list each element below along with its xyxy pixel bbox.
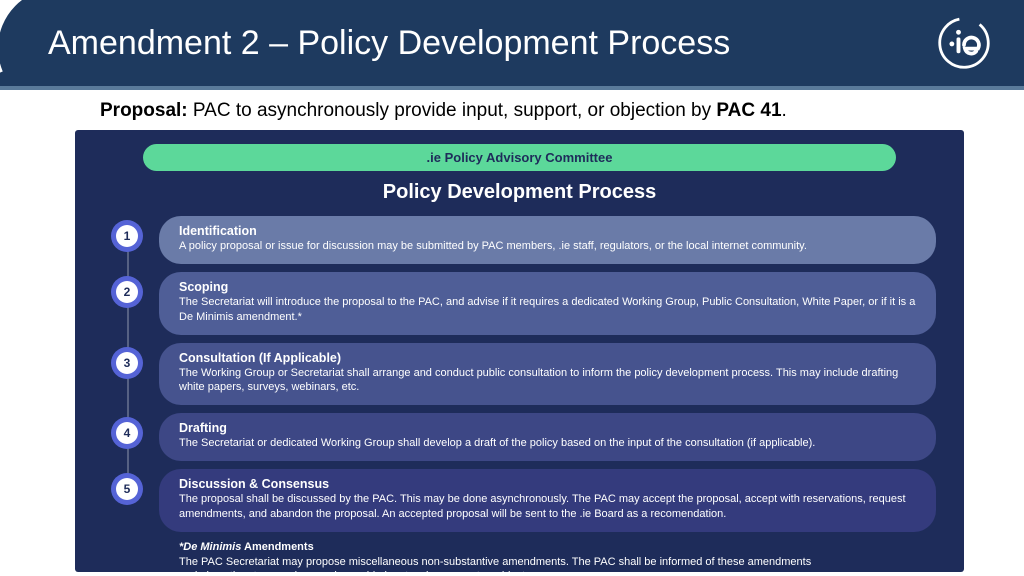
panel-title: Policy Development Process [103, 181, 936, 204]
footnote-body: The PAC Secretariat may propose miscella… [179, 556, 811, 572]
slide-header: Amendment 2 – Policy Development Process [0, 0, 1024, 90]
step-2: 2ScopingThe Secretariat will introduce t… [159, 272, 936, 335]
footnote-title-em: *De Minimis [179, 541, 241, 553]
step-number: 5 [116, 478, 138, 500]
proposal-text: PAC to asynchronously provide input, sup… [188, 100, 717, 121]
step-circle: 2 [111, 276, 143, 308]
process-panel: .ie Policy Advisory Committee Policy Dev… [75, 130, 964, 572]
proposal-bold-tail: PAC 41 [716, 100, 781, 121]
step-title: Identification [179, 224, 916, 238]
proposal-period: . [782, 100, 787, 121]
committee-pill: .ie Policy Advisory Committee [143, 144, 896, 171]
step-circle: 4 [111, 417, 143, 449]
step-body: Discussion & ConsensusThe proposal shall… [159, 469, 936, 532]
step-3: 3Consultation (If Applicable)The Working… [159, 343, 936, 406]
proposal-line: Proposal: PAC to asynchronously provide … [0, 90, 1024, 126]
step-body: DraftingThe Secretariat or dedicated Wor… [159, 413, 936, 461]
ie-logo [934, 13, 994, 73]
step-title: Consultation (If Applicable) [179, 351, 916, 365]
slide-title: Amendment 2 – Policy Development Process [48, 24, 730, 63]
step-desc: A policy proposal or issue for discussio… [179, 239, 916, 254]
step-number: 4 [116, 422, 138, 444]
step-circle: 3 [111, 347, 143, 379]
step-4: 4DraftingThe Secretariat or dedicated Wo… [159, 413, 936, 461]
step-desc: The proposal shall be discussed by the P… [179, 492, 916, 522]
step-desc: The Working Group or Secretariat shall a… [179, 366, 916, 396]
step-title: Drafting [179, 421, 916, 435]
step-title: Discussion & Consensus [179, 477, 916, 491]
step-body: ScopingThe Secretariat will introduce th… [159, 272, 936, 335]
step-title: Scoping [179, 280, 916, 294]
step-number: 1 [116, 225, 138, 247]
step-desc: The Secretariat or dedicated Working Gro… [179, 436, 916, 451]
step-number: 3 [116, 352, 138, 374]
footnote-title-rest: Amendments [241, 541, 313, 553]
step-5: 5Discussion & ConsensusThe proposal shal… [159, 469, 936, 532]
step-body: Consultation (If Applicable)The Working … [159, 343, 936, 406]
steps-container: 1 IdentificationA policy proposal or issu… [103, 216, 936, 532]
step-body: IdentificationA policy proposal or issue… [159, 216, 936, 264]
footnote: *De Minimis Amendments The PAC Secretari… [179, 540, 936, 572]
step-1: 1IdentificationA policy proposal or issu… [159, 216, 936, 264]
step-circle: 5 [111, 473, 143, 505]
step-number: 2 [116, 281, 138, 303]
step-circle: 1 [111, 220, 143, 252]
step-desc: The Secretariat will introduce the propo… [179, 295, 916, 325]
